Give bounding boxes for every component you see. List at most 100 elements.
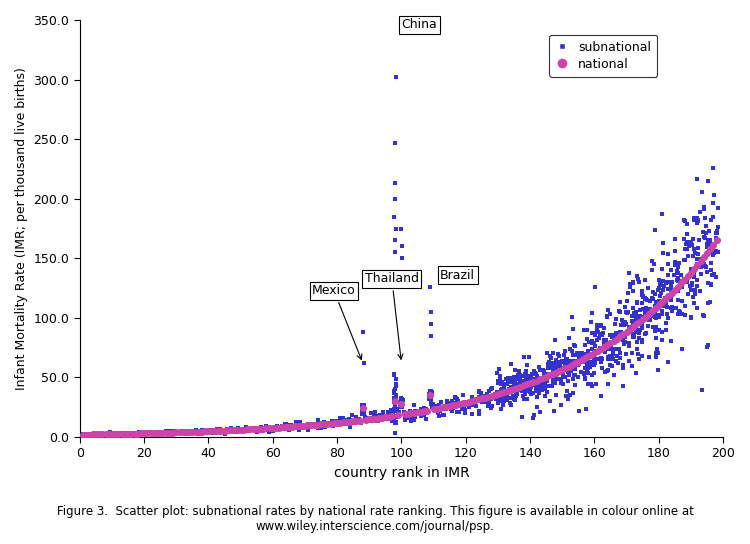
- Point: [440, 402, 452, 411]
- Point: [640, 329, 652, 338]
- Point: [395, 400, 407, 409]
- Point: [263, 424, 275, 432]
- Point: [538, 373, 550, 382]
- Point: [526, 388, 538, 397]
- Point: [131, 428, 143, 437]
- Point: [231, 426, 243, 435]
- Point: [662, 358, 674, 367]
- Point: [617, 381, 629, 390]
- Point: [697, 310, 709, 319]
- Point: [351, 417, 363, 425]
- Point: [508, 385, 520, 393]
- Text: Mexico: Mexico: [312, 284, 362, 360]
- Point: [483, 393, 495, 401]
- Point: [657, 277, 669, 286]
- Point: [544, 351, 556, 360]
- Point: [504, 399, 516, 407]
- Point: [395, 395, 407, 404]
- Point: [547, 377, 559, 386]
- Point: [523, 352, 535, 361]
- Point: [179, 430, 191, 438]
- Point: [550, 365, 562, 374]
- Point: [330, 418, 342, 426]
- Point: [618, 338, 630, 347]
- Point: [682, 242, 694, 251]
- Point: [673, 262, 685, 271]
- Point: [383, 415, 395, 423]
- Point: [560, 360, 572, 369]
- Point: [628, 329, 640, 338]
- Point: [562, 362, 574, 371]
- Point: [188, 428, 200, 436]
- Point: [640, 312, 652, 321]
- Point: [128, 430, 140, 438]
- Point: [494, 375, 506, 384]
- Point: [536, 386, 548, 394]
- Point: [517, 387, 529, 395]
- Point: [108, 430, 120, 438]
- Point: [355, 419, 367, 428]
- Point: [160, 428, 172, 437]
- Point: [592, 354, 604, 363]
- Point: [584, 363, 596, 372]
- Point: [334, 413, 346, 422]
- Point: [213, 425, 225, 434]
- Point: [617, 336, 629, 345]
- Point: [466, 400, 478, 409]
- Point: [525, 372, 537, 380]
- Point: [614, 345, 626, 354]
- Point: [358, 401, 370, 410]
- Point: [409, 413, 421, 422]
- Point: [388, 387, 400, 395]
- Point: [700, 240, 712, 249]
- Point: [389, 397, 401, 406]
- Point: [704, 245, 716, 254]
- Point: [387, 410, 399, 419]
- Point: [581, 360, 593, 368]
- Point: [389, 248, 401, 257]
- Point: [583, 350, 595, 358]
- Point: [404, 409, 416, 418]
- Point: [402, 414, 414, 423]
- Point: [168, 428, 180, 436]
- Point: [82, 430, 94, 439]
- Point: [660, 318, 672, 327]
- Point: [171, 429, 183, 438]
- Point: [646, 266, 658, 275]
- Point: [215, 426, 227, 435]
- Point: [486, 384, 498, 392]
- Point: [572, 350, 584, 358]
- Point: [546, 359, 558, 368]
- Point: [209, 428, 220, 437]
- Point: [636, 337, 648, 346]
- Point: [358, 400, 370, 409]
- Point: [662, 259, 674, 268]
- Point: [395, 403, 407, 412]
- Point: [630, 307, 642, 316]
- Point: [424, 390, 436, 399]
- Point: [158, 428, 170, 437]
- Point: [544, 364, 556, 373]
- Point: [517, 392, 529, 400]
- Point: [383, 411, 395, 420]
- Point: [286, 423, 298, 432]
- Point: [574, 359, 586, 368]
- Point: [654, 280, 666, 288]
- Point: [374, 411, 386, 420]
- Point: [416, 410, 428, 418]
- Point: [293, 422, 305, 431]
- Point: [694, 261, 706, 269]
- Point: [164, 428, 176, 436]
- Point: [498, 380, 510, 389]
- Point: [631, 297, 643, 306]
- Point: [623, 268, 635, 277]
- Point: [682, 219, 694, 228]
- Point: [215, 425, 227, 434]
- Point: [453, 400, 465, 409]
- Point: [513, 381, 525, 390]
- Point: [538, 366, 550, 375]
- Point: [495, 387, 507, 395]
- Point: [408, 411, 420, 419]
- Point: [254, 427, 266, 436]
- Point: [346, 417, 358, 425]
